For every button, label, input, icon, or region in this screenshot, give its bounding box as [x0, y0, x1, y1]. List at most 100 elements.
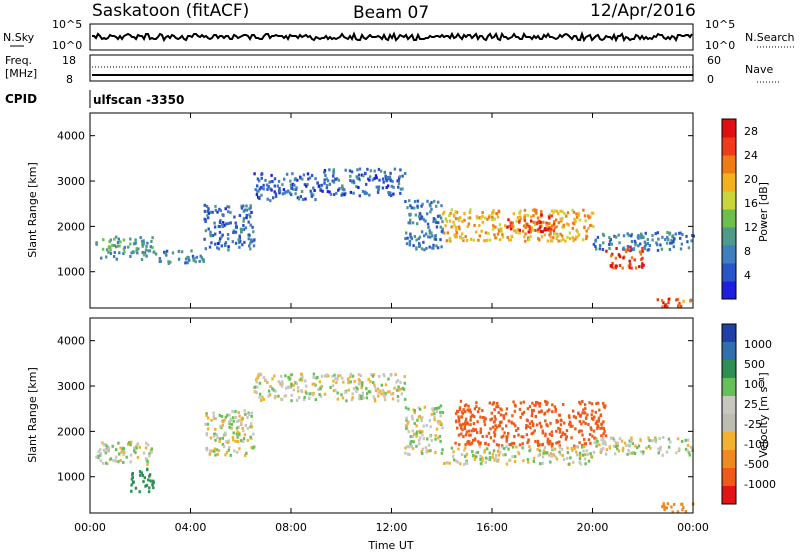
velocity-echo-cell: [152, 479, 155, 483]
velocity-echo-cell: [421, 433, 424, 437]
velocity-echo-cell: [456, 426, 459, 430]
velocity-echo-cell: [654, 436, 657, 440]
velocity-echo-cell: [528, 445, 531, 449]
velocity-echo-cell: [627, 449, 630, 452]
velocity-echo-cell: [589, 441, 592, 445]
power-echo-cell: [140, 239, 144, 243]
power-echo-cell: [628, 259, 631, 263]
velocity-echo-cell: [237, 440, 240, 443]
velocity-echo-cell: [107, 446, 110, 450]
velocity-echo-cell: [549, 452, 553, 456]
power-echo-cell: [535, 222, 539, 225]
velocity-echo-cell: [115, 455, 118, 459]
velocity-echo-cell: [246, 416, 249, 420]
velocity-echo-cell: [240, 439, 243, 443]
velocity-echo-cell: [361, 381, 364, 385]
power-echo-cell: [214, 204, 217, 208]
power-echo-cell: [633, 258, 636, 262]
power-echo-cell: [141, 251, 144, 254]
freq-right-tick-bottom: 0: [707, 73, 714, 86]
power-echo-cell: [250, 238, 253, 242]
velocity-echo-cell: [460, 415, 463, 419]
velocity-echo-cell: [104, 451, 107, 455]
velocity-echo-cell: [458, 443, 461, 447]
velocity-echo-cell: [133, 449, 136, 453]
velocity-echo-cell: [465, 430, 469, 434]
power-colorbar-frame: [721, 118, 737, 300]
power-echo-cell: [521, 229, 525, 233]
velocity-echo-cell: [119, 459, 122, 462]
power-echo-cell: [209, 234, 213, 238]
velocity-echo-cell: [347, 377, 350, 381]
velocity-echo-cell: [379, 389, 382, 393]
velocity-echo-cell: [349, 375, 352, 379]
velocity-echo-cell: [555, 429, 558, 433]
power-echo-cell: [434, 218, 437, 222]
velocity-echo-cell: [145, 457, 148, 461]
velocity-echo-cell: [587, 423, 590, 426]
power-echo-cell: [385, 186, 388, 189]
power-echo-cell: [557, 239, 560, 243]
velocity-echo-cell: [590, 428, 593, 432]
power-echo-cell: [462, 238, 465, 242]
velocity-echo-cell: [558, 440, 561, 444]
velocity-echo-cell: [367, 377, 370, 381]
power-echo-cell: [491, 218, 494, 222]
velocity-echo-cell: [382, 393, 386, 397]
power-echo-cell: [487, 215, 491, 219]
velocity-echo-cell: [146, 443, 150, 447]
power-echo-cell: [567, 223, 570, 227]
power-echo-cell: [486, 217, 489, 221]
velocity-echo-cell: [682, 506, 685, 510]
velocity-echo-cell: [421, 447, 424, 451]
power-echo-cell: [656, 298, 659, 302]
velocity-echo-cell: [657, 451, 660, 455]
power-echo-cell: [614, 266, 618, 270]
power-echo-cell: [610, 254, 613, 258]
power-echo-cell: [355, 185, 358, 189]
velocity-echo-cell: [342, 380, 345, 384]
power-echo-cell: [444, 224, 447, 228]
velocity-echo-cell: [495, 425, 499, 429]
velocity-echo-cell: [489, 418, 492, 422]
velocity-echo-cell: [362, 396, 365, 400]
velocity-echo-cell: [603, 430, 606, 433]
power-echo-cell: [202, 259, 205, 263]
velocity-echo-cell: [558, 450, 561, 454]
velocity-echo-cell: [101, 441, 104, 445]
velocity-echo-cell: [386, 390, 390, 394]
velocity-echo-cell: [349, 380, 352, 384]
velocity-echo-cell: [329, 386, 332, 389]
power-echo-cell: [308, 176, 312, 180]
velocity-echo-cell: [568, 422, 571, 426]
power-echo-cell: [469, 237, 473, 241]
velocity-echo-cell: [220, 415, 224, 418]
velocity-echo-cell: [257, 374, 260, 378]
velocity-echo-cell: [341, 396, 345, 400]
velocity-echo-cell: [208, 452, 211, 456]
power-echo-cell: [440, 229, 444, 233]
velocity-echo-cell: [493, 415, 496, 419]
velocity-echo-cell: [434, 407, 437, 410]
velocity-echo-cell: [425, 424, 428, 427]
velocity-echo-cell: [538, 443, 541, 447]
power-echo-cell: [589, 215, 592, 219]
power-echo-cell: [523, 218, 526, 222]
velocity-echo-cell: [118, 452, 121, 456]
velocity-echo-cell: [626, 452, 629, 456]
velocity-echo-cell: [522, 400, 525, 404]
velocity-echo-cell: [571, 448, 574, 452]
velocity-echo-cell: [640, 450, 643, 454]
velocity-echo-cell: [510, 421, 514, 425]
power-echo-cell: [457, 225, 461, 229]
power-echo-cell: [518, 211, 522, 215]
velocity-echo-cell: [501, 444, 504, 448]
power-echo-cell: [245, 204, 248, 208]
power-echo-cell: [439, 216, 443, 220]
velocity-echo-cell: [647, 436, 650, 440]
velocity-echo-cell: [549, 460, 552, 464]
power-echo-cell: [427, 225, 430, 229]
velocity-echo-cell: [273, 374, 276, 378]
velocity-echo-cell: [541, 431, 544, 435]
